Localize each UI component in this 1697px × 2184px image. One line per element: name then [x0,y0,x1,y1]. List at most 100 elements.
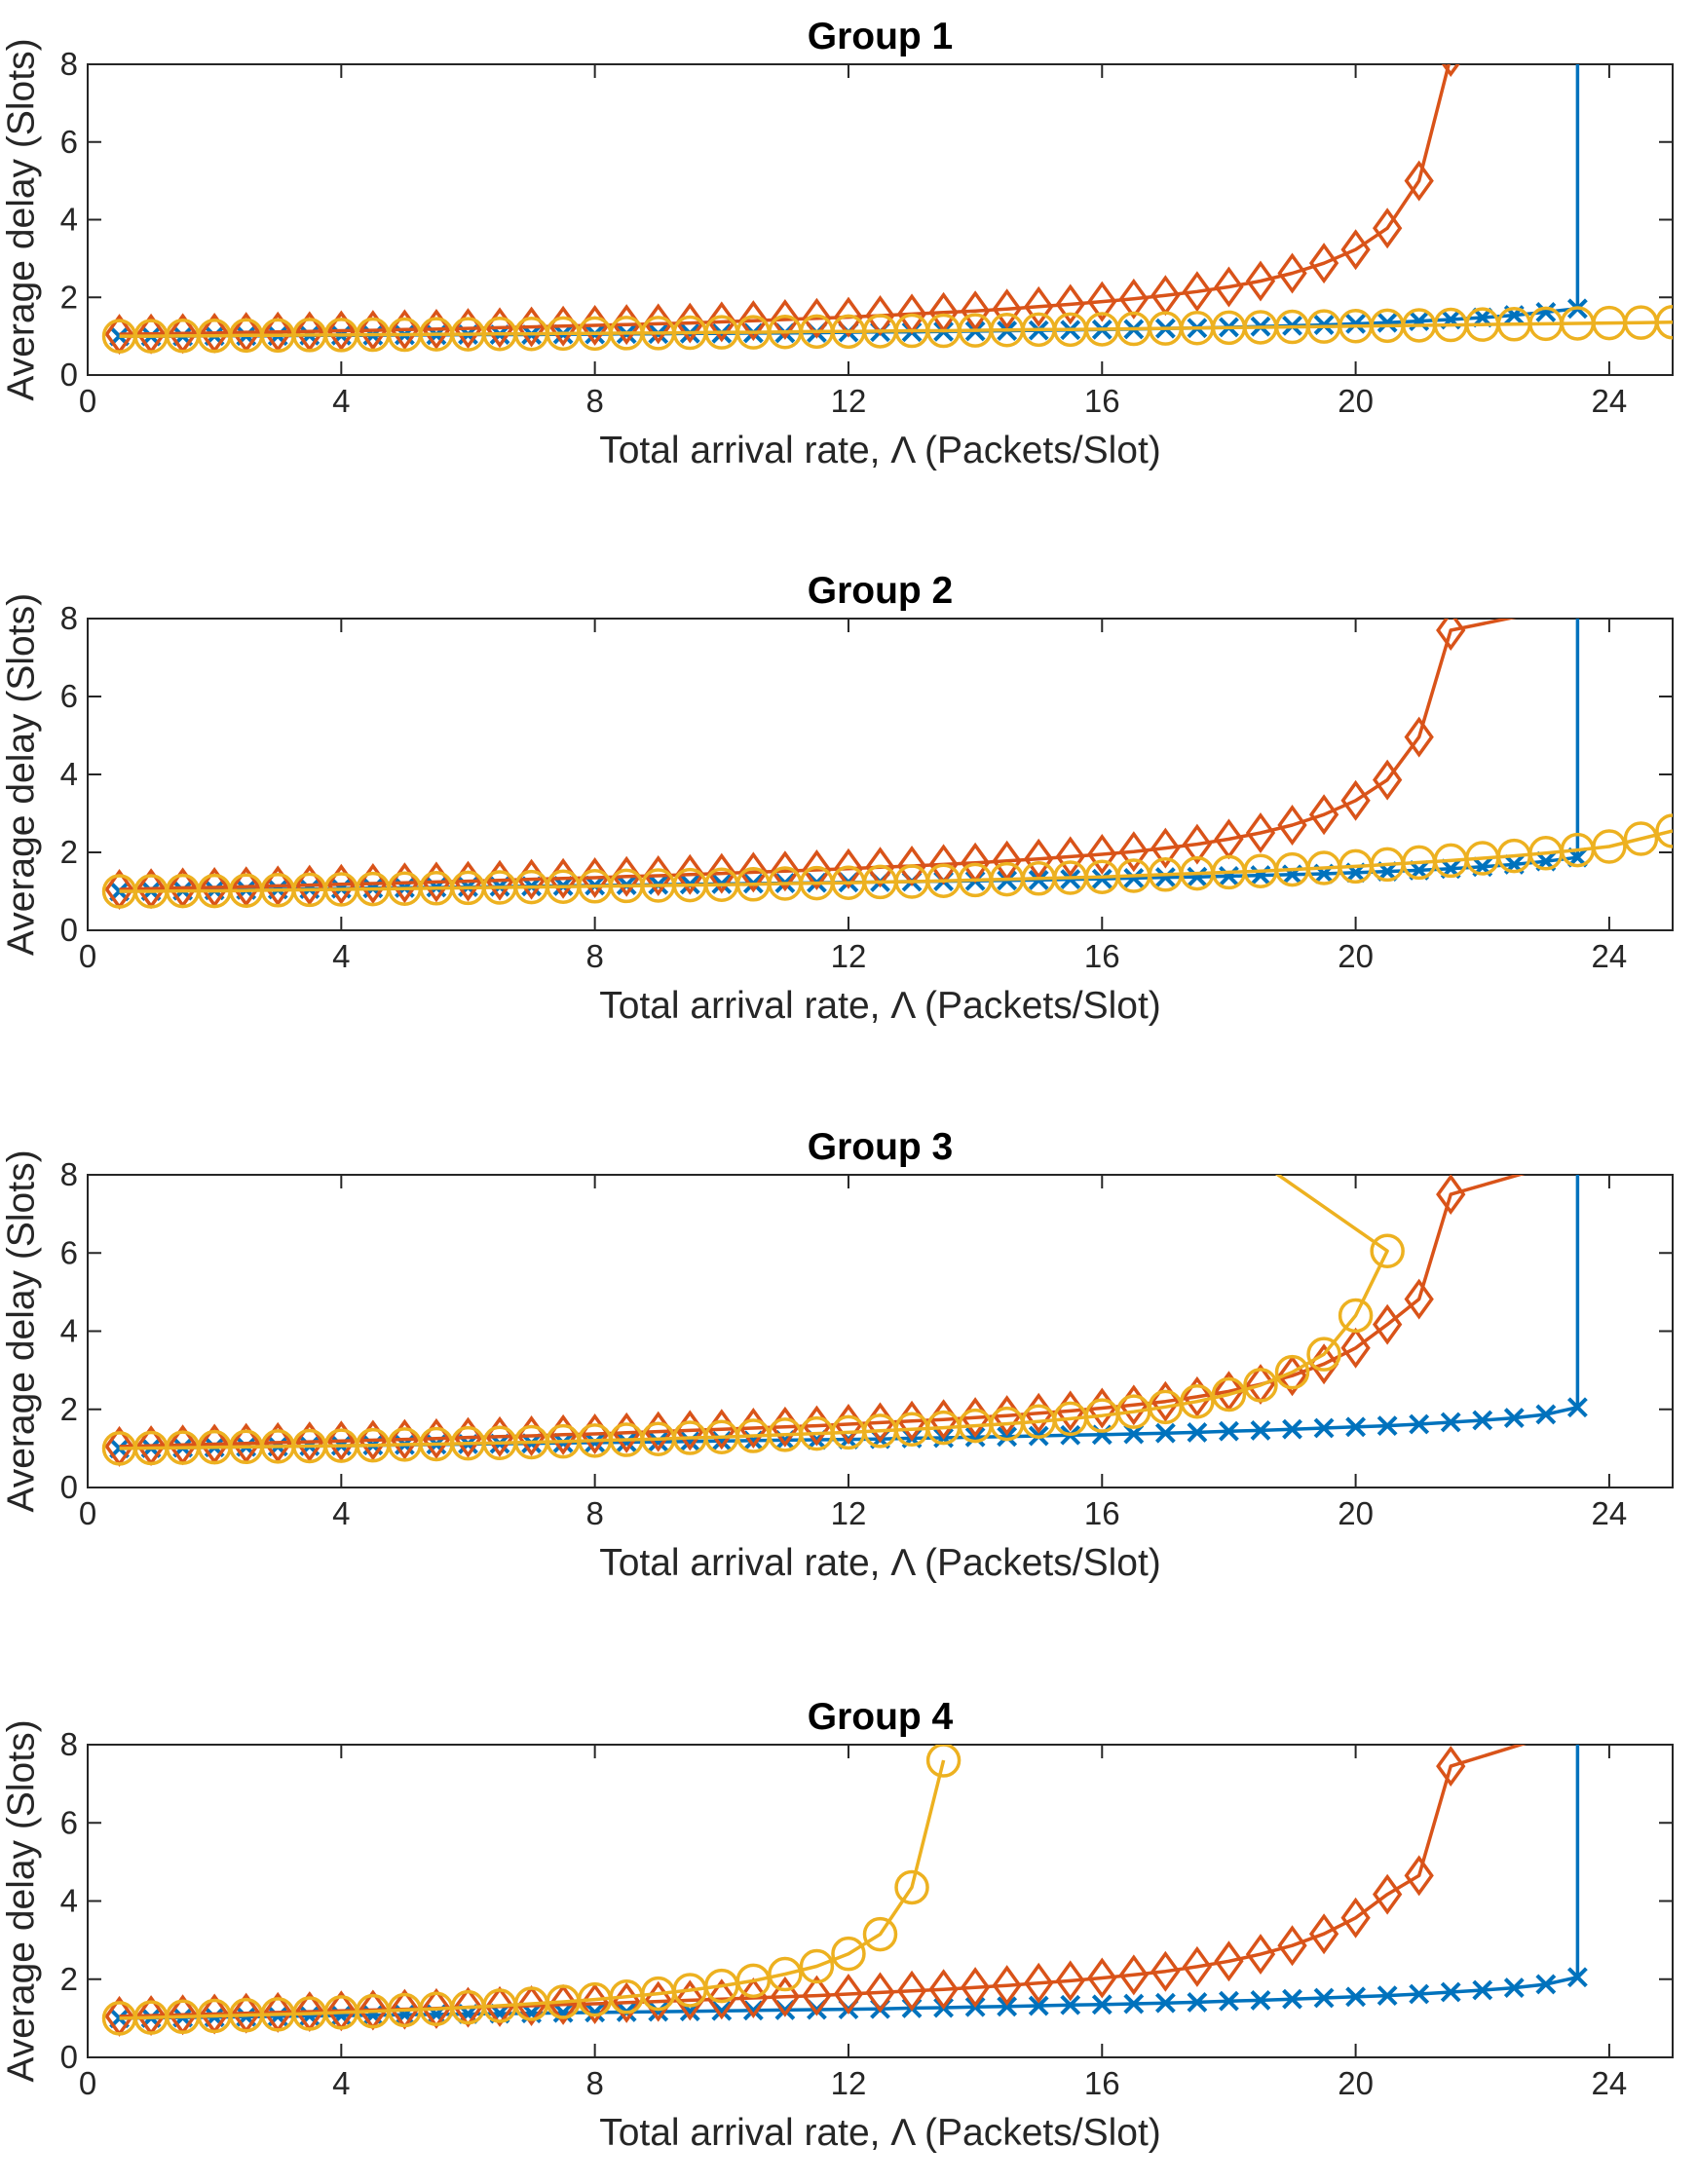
data-point-diamond [675,853,705,895]
x-tick-label: 0 [79,383,96,419]
y-tick-label: 0 [60,1469,78,1505]
x-tick-label: 16 [1084,2065,1120,2101]
data-point-cross [1250,1990,1271,2011]
data-point-diamond [802,1975,832,2016]
x-tick-label: 12 [831,1495,867,1531]
data-point-diamond [643,855,673,896]
data-point-diamond [1340,779,1371,821]
data-point-cross [1123,1993,1145,2015]
data-point-cross [1060,1994,1081,2015]
data-point-cross [1282,1988,1302,2010]
data-point-diamond [1150,827,1181,869]
data-point-circle [1306,1337,1341,1372]
data-point-cross [1187,1992,1208,2013]
data-point-diamond [1150,1950,1181,1992]
x-tick-label: 8 [585,938,603,974]
data-point-circle [831,1936,866,1972]
data-point-cross [1250,1420,1271,1441]
x-tick-label: 20 [1338,1495,1374,1531]
y-tick-label: 8 [60,600,78,636]
data-point-cross [1123,1423,1145,1445]
data-point-diamond [1441,64,1460,78]
data-point-diamond [326,310,357,352]
y-tick-label: 0 [60,2039,78,2075]
data-point-circle [1655,813,1673,848]
data-point-cross [1503,1408,1525,1428]
x-axis-label: Total arrival rate, Λ (Packets/Slot) [599,2112,1161,2154]
data-point-diamond [390,1418,420,1460]
x-tick-label: 20 [1338,938,1374,974]
data-point-cross [1440,1412,1461,1433]
data-point-cross [1187,866,1208,887]
y-axis-label: Average delay (Slots) [0,1149,42,1512]
data-point-diamond [1024,1962,1054,2004]
x-tick-label: 8 [585,2065,603,2101]
series-diamond [104,64,1460,356]
data-point-diamond [1308,794,1339,836]
data-point-cross [1503,1977,1525,1998]
x-axis-label: Total arrival rate, Λ (Packets/Slot) [599,1542,1161,1584]
data-point-diamond [1055,1960,1085,2002]
data-point-cross [1313,1417,1335,1439]
series-diamond-line [119,64,1451,336]
series-diamond-line [119,1175,1526,1449]
y-axis-label: Average delay (Slots) [0,38,42,400]
data-point-circle [1243,1368,1278,1403]
data-point-circle [1655,305,1673,340]
data-point-diamond [1245,812,1276,853]
data-point-circle [1338,1298,1374,1334]
data-point-cross [1028,1995,1049,2016]
data-point-diamond [770,850,801,892]
y-tick-label: 4 [60,756,78,792]
y-tick-label: 0 [60,912,78,948]
data-point-cross [1472,1410,1493,1431]
data-point-diamond [294,864,324,906]
x-tick-label: 4 [332,2065,350,2101]
data-point-diamond [1214,266,1244,308]
data-point-diamond [643,303,673,345]
data-point-cross [997,1426,1018,1448]
data-point-circle [1274,1354,1310,1390]
x-tick-label: 0 [79,1495,96,1531]
y-tick-label: 8 [60,1726,78,1762]
data-point-cross [997,1996,1018,2017]
data-point-cross [1376,1415,1398,1437]
data-point-diamond [1372,207,1403,249]
data-point-diamond [1182,823,1213,865]
data-point-cross [1472,1979,1493,2001]
data-point-diamond [1372,1303,1403,1345]
data-point-diamond [294,1421,324,1463]
y-tick-label: 6 [60,678,78,714]
data-point-circle [1592,829,1627,864]
chart-title: Group 1 [808,16,954,57]
data-point-cross [1219,1420,1239,1442]
y-tick-label: 2 [60,1961,78,1997]
data-point-diamond [1340,1897,1371,1939]
data-point-diamond [675,302,705,344]
data-point-cross [1409,1983,1430,2005]
series-cross [109,619,1588,902]
data-point-circle [1211,1376,1247,1412]
data-point-diamond [706,852,736,894]
data-point-diamond [960,290,991,332]
data-point-diamond [833,296,864,338]
data-point-cross [1566,1397,1588,1418]
data-point-circle [1180,1383,1215,1419]
data-point-cross [1409,1413,1430,1435]
data-point-diamond [770,298,801,340]
data-point-cross [585,2002,606,2023]
data-point-diamond [1436,619,1466,651]
data-point-circle [862,1916,898,1952]
x-tick-label: 24 [1592,938,1628,974]
x-tick-label: 4 [332,1495,350,1531]
y-tick-label: 2 [60,834,78,870]
series-circle [101,1745,962,2036]
data-point-diamond [263,1421,293,1463]
data-point-diamond [326,863,357,905]
x-tick-label: 4 [332,383,350,419]
data-point-diamond [833,847,864,889]
y-tick-label: 8 [60,46,78,82]
